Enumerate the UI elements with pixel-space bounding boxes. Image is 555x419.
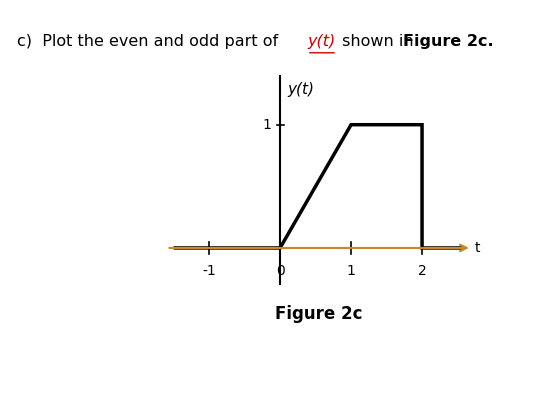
Text: Figure 2c: Figure 2c [275,305,363,323]
Text: t: t [475,241,480,255]
Text: 1: 1 [263,118,271,132]
Text: y(t): y(t) [287,82,314,97]
Text: shown in: shown in [337,34,418,49]
Text: -1: -1 [202,264,216,278]
Text: 0: 0 [276,264,285,278]
Text: Figure 2c.: Figure 2c. [403,34,493,49]
Text: y(t): y(t) [307,34,335,49]
Text: 2: 2 [418,264,426,278]
Text: 1: 1 [347,264,356,278]
Text: c)  Plot the even and odd part of: c) Plot the even and odd part of [17,34,283,49]
